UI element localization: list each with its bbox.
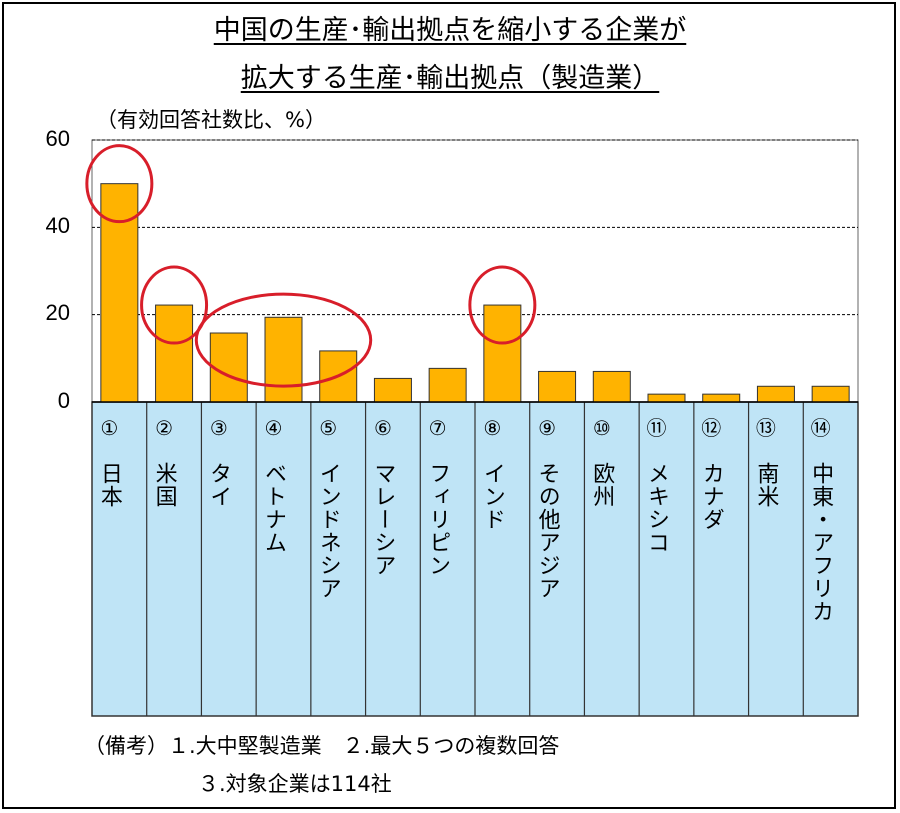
highlight-circle-4 bbox=[468, 265, 537, 345]
category-number-12: ⑫ bbox=[701, 416, 721, 440]
category-number-8: ⑧ bbox=[483, 416, 501, 440]
y-tick-60: 60 bbox=[45, 126, 70, 151]
bar-9 bbox=[538, 370, 577, 403]
category-name-11: メキシコ bbox=[644, 462, 669, 554]
y-tick-20: 20 bbox=[45, 300, 70, 325]
y-axis-unit-label: （有効回答社数比、%） bbox=[96, 108, 326, 132]
category-name-6: マレーシア bbox=[370, 462, 395, 577]
y-tick-0: 0 bbox=[57, 388, 70, 413]
category-name-5: インドネシア bbox=[316, 462, 341, 600]
category-number-13: ⑬ bbox=[756, 416, 776, 440]
bar-11 bbox=[647, 393, 686, 403]
highlight-circle-3 bbox=[194, 292, 373, 388]
category-name-3: タイ bbox=[206, 462, 231, 508]
chart-title-line1-text: 中国の生産･輸出拠点を縮小する企業が bbox=[213, 15, 687, 46]
category-number-1: ① bbox=[100, 416, 118, 440]
category-name-8: インド bbox=[480, 462, 505, 531]
note-line2: ３.対象企業は114社 bbox=[198, 772, 392, 796]
category-number-5: ⑤ bbox=[319, 416, 337, 440]
chart-title-line2-text: 拡大する生産･輸出拠点（製造業） bbox=[240, 63, 660, 94]
category-number-4: ④ bbox=[265, 416, 283, 440]
bar-13 bbox=[756, 385, 795, 403]
bar-12 bbox=[702, 393, 741, 403]
category-name-1: 日本 bbox=[97, 462, 123, 508]
highlight-circle-1 bbox=[85, 144, 154, 224]
bar-7 bbox=[428, 367, 467, 403]
category-name-13: 南米 bbox=[753, 462, 779, 508]
category-number-11: ⑪ bbox=[647, 416, 667, 440]
bar-2 bbox=[155, 304, 194, 403]
bar-6 bbox=[373, 377, 412, 403]
category-number-2: ② bbox=[155, 416, 173, 440]
chart-title-line1: 中国の生産･輸出拠点を縮小する企業が bbox=[0, 8, 900, 47]
category-name-2: 米国 bbox=[152, 462, 178, 508]
category-name-4: ベトナム bbox=[261, 462, 286, 554]
category-name-7: フィリピン bbox=[425, 462, 450, 577]
category-name-9: その他アジア bbox=[535, 462, 561, 600]
category-number-14: ⑭ bbox=[811, 416, 831, 440]
category-number-9: ⑨ bbox=[538, 416, 556, 440]
y-tick-40: 40 bbox=[45, 213, 70, 238]
category-name-14: 中東・アフリカ bbox=[808, 462, 834, 623]
bar-1 bbox=[100, 183, 139, 403]
bar-4 bbox=[264, 316, 303, 403]
category-name-12: カナダ bbox=[699, 462, 724, 531]
category-number-6: ⑥ bbox=[374, 416, 392, 440]
note-line1: （備考）１.大中堅製造業 ２.最大５つの複数回答 bbox=[84, 734, 560, 758]
category-name-10: 欧州 bbox=[589, 462, 615, 508]
category-number-10: ⑩ bbox=[593, 416, 611, 440]
bar-14 bbox=[811, 385, 850, 403]
highlight-circle-2 bbox=[140, 265, 209, 345]
category-number-3: ③ bbox=[210, 416, 228, 440]
bar-8 bbox=[483, 304, 522, 403]
category-number-7: ⑦ bbox=[429, 416, 447, 440]
bar-10 bbox=[592, 370, 631, 403]
chart-title-line2: 拡大する生産･輸出拠点（製造業） bbox=[0, 56, 900, 95]
